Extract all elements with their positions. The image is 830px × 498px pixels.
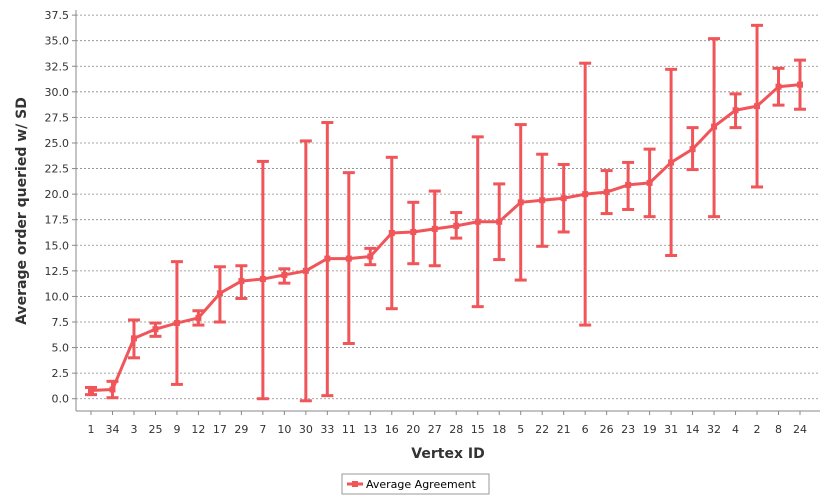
y-tick-label-13: 32.5 — [45, 60, 70, 73]
data-point-17 — [216, 290, 223, 297]
x-tick-label-12: 12 — [191, 423, 205, 436]
y-axis-ticks: 0.0 2.5 5.0 7.5 10.0 12.5 15.0 17.5 20.0 22.5 25.0… — [45, 9, 76, 406]
y-tick-label-4: 10.0 — [45, 290, 70, 303]
y-tick-label-15: 37.5 — [45, 9, 70, 22]
x-tick-label-18: 18 — [492, 423, 506, 436]
data-point-10 — [281, 271, 288, 278]
data-point-13 — [367, 253, 374, 260]
x-axis-ticks: 1 34 3 25 9 12 17 29 7 10 30 33 11 13 16 20 27 28 15 18 5 22 2… — [88, 411, 807, 436]
data-point-4 — [732, 107, 739, 114]
x-tick-label-3: 3 — [130, 423, 137, 436]
x-tick-label-21: 21 — [557, 423, 571, 436]
y-tick-label-8: 20.0 — [45, 188, 70, 201]
x-tick-label-9: 9 — [173, 423, 180, 436]
data-point-20 — [410, 228, 417, 235]
y-tick-label-12: 30.0 — [45, 86, 70, 99]
y-axis-title: Average order queried w/ SD — [14, 97, 30, 325]
x-tick-label-10: 10 — [277, 423, 291, 436]
data-point-26 — [603, 189, 610, 196]
x-tick-label-29: 29 — [234, 423, 248, 436]
x-tick-label-28: 28 — [449, 423, 463, 436]
data-point-23 — [625, 181, 632, 188]
data-point-2 — [754, 103, 761, 110]
x-tick-label-27: 27 — [428, 423, 442, 436]
data-point-5 — [517, 199, 524, 206]
x-tick-label-34: 34 — [105, 423, 119, 436]
x-tick-label-32: 32 — [707, 423, 721, 436]
data-point-29 — [238, 278, 245, 285]
data-point-1 — [88, 387, 94, 394]
x-tick-label-17: 17 — [213, 423, 227, 436]
series-average-agreement — [88, 81, 803, 394]
x-tick-label-19: 19 — [643, 423, 657, 436]
data-point-27 — [431, 225, 438, 232]
data-point-19 — [646, 179, 653, 186]
data-point-14 — [689, 146, 696, 153]
data-point-3 — [130, 335, 137, 342]
data-point-6 — [582, 191, 589, 198]
y-tick-label-11: 27.5 — [45, 111, 70, 124]
data-point-22 — [539, 197, 546, 204]
data-point-30 — [302, 267, 309, 274]
x-tick-label-14: 14 — [686, 423, 700, 436]
y-tick-label-7: 17.5 — [45, 214, 70, 227]
data-point-7 — [259, 276, 266, 283]
x-tick-label-13: 13 — [363, 423, 377, 436]
x-tick-label-11: 11 — [342, 423, 356, 436]
data-point-28 — [453, 222, 460, 229]
x-tick-label-22: 22 — [535, 423, 549, 436]
data-point-32 — [711, 123, 718, 130]
data-point-21 — [560, 195, 567, 202]
y-tick-label-0: 0.0 — [52, 393, 70, 406]
data-point-18 — [496, 218, 503, 225]
x-tick-label-7: 7 — [259, 423, 266, 436]
plot-background — [76, 10, 820, 411]
data-point-11 — [345, 255, 352, 262]
data-point-25 — [152, 326, 159, 333]
x-tick-label-25: 25 — [148, 423, 162, 436]
x-tick-label-16: 16 — [385, 423, 399, 436]
gridlines — [76, 14, 820, 400]
x-tick-label-4: 4 — [732, 423, 739, 436]
x-tick-label-26: 26 — [600, 423, 614, 436]
x-tick-label-20: 20 — [406, 423, 420, 436]
y-tick-label-9: 22.5 — [45, 163, 70, 176]
x-tick-label-30: 30 — [299, 423, 313, 436]
y-tick-label-6: 15.0 — [45, 239, 70, 252]
x-tick-label-1: 1 — [88, 423, 95, 436]
data-point-31 — [668, 159, 675, 166]
y-tick-label-3: 7.5 — [52, 316, 70, 329]
x-tick-label-2: 2 — [754, 423, 761, 436]
x-tick-label-15: 15 — [471, 423, 485, 436]
legend-box — [341, 473, 490, 495]
data-point-8 — [775, 83, 782, 90]
y-tick-label-14: 35.0 — [45, 35, 70, 48]
y-tick-label-1: 2.5 — [52, 367, 70, 380]
data-point-24 — [797, 81, 803, 88]
y-tick-label-5: 12.5 — [45, 265, 70, 278]
data-point-34 — [109, 386, 116, 393]
x-tick-label-5: 5 — [517, 423, 524, 436]
x-tick-label-23: 23 — [621, 423, 635, 436]
x-tick-label-24: 24 — [793, 423, 807, 436]
x-tick-label-8: 8 — [775, 423, 782, 436]
data-point-15 — [474, 218, 481, 225]
legend: Average Agreement — [341, 473, 490, 495]
y-tick-label-2: 5.0 — [52, 342, 70, 355]
x-tick-label-6: 6 — [582, 423, 589, 436]
x-tick-label-33: 33 — [320, 423, 334, 436]
data-point-33 — [324, 255, 331, 262]
series-line-average-agreement — [90, 83, 801, 393]
x-tick-label-31: 31 — [664, 423, 678, 436]
data-point-9 — [173, 320, 180, 327]
x-axis-title: Vertex ID — [411, 446, 484, 462]
legend-label-average-agreement: Average Agreement — [366, 478, 476, 491]
y-tick-label-10: 25.0 — [45, 137, 70, 150]
data-point-12 — [195, 314, 202, 321]
data-point-16 — [388, 230, 395, 237]
legend-swatch-marker — [352, 481, 358, 487]
